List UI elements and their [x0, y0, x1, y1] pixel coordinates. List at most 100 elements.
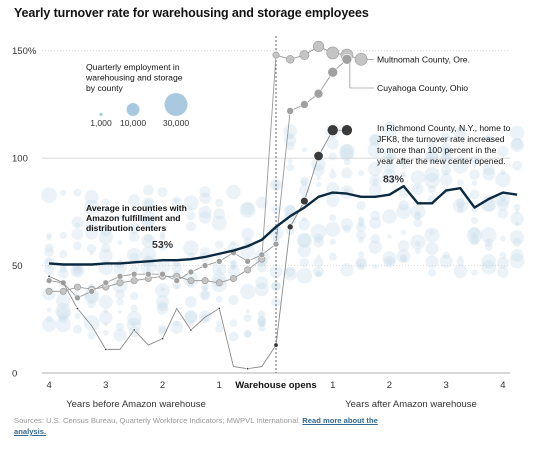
- county-dot: [471, 206, 478, 213]
- county-dot: [387, 127, 392, 132]
- county-dot: [410, 170, 426, 185]
- legend-circle: [164, 93, 188, 116]
- county-dot: [497, 208, 509, 219]
- county-dot: [102, 198, 110, 206]
- county-dot: [57, 268, 69, 279]
- county-dot: [44, 264, 55, 275]
- county-dot: [339, 143, 355, 160]
- county-dot: [73, 241, 82, 251]
- county-dot: [271, 281, 281, 292]
- county-dot: [187, 320, 195, 327]
- county-dot: [98, 294, 113, 309]
- legend-size-label: 10,000: [120, 118, 147, 128]
- county-dot: [159, 231, 166, 238]
- county-dot: [326, 137, 339, 150]
- county-dot: [87, 299, 96, 309]
- read-more-link[interactable]: Read more about the analysis.: [14, 416, 378, 436]
- series-point: [145, 270, 152, 278]
- county-dot: [386, 153, 393, 159]
- county-dot: [368, 183, 382, 197]
- county-dot: [126, 247, 142, 263]
- county-dot: [117, 309, 123, 314]
- county-dot: [58, 313, 68, 323]
- county-dot: [316, 272, 321, 277]
- county-dot: [128, 222, 141, 235]
- county-dot: [413, 218, 423, 228]
- source-note: Sources: U.S. Census Bureau, Quarterly W…: [14, 415, 394, 437]
- county-dot: [130, 292, 139, 301]
- series-point: [161, 337, 165, 341]
- county-dot: [456, 258, 465, 266]
- series-point: [59, 287, 67, 295]
- county-dot: [128, 194, 141, 207]
- county-dot: [358, 262, 365, 269]
- county-dot: [497, 266, 509, 278]
- county-dot: [157, 301, 168, 312]
- county-dot: [458, 255, 463, 260]
- county-dot: [410, 204, 426, 220]
- county-dot: [369, 174, 382, 187]
- x-tick-label: 3: [444, 380, 449, 391]
- county-dot: [512, 160, 523, 171]
- county-dot: [313, 233, 324, 244]
- county-dot: [356, 221, 367, 233]
- county-dot: [296, 232, 313, 248]
- county-dot: [158, 241, 167, 251]
- county-dot: [103, 322, 108, 327]
- county-dot: [316, 254, 321, 259]
- county-dot: [126, 317, 142, 333]
- county-dot: [130, 304, 139, 313]
- county-dot: [469, 189, 480, 200]
- richmond-label-line: JFK8, the turnover rate increased: [377, 134, 505, 144]
- county-dot: [256, 262, 267, 273]
- county-dot: [453, 264, 468, 279]
- county-dot: [372, 178, 379, 185]
- county-dot: [301, 147, 307, 153]
- county-dot: [441, 142, 452, 153]
- county-dot: [424, 227, 440, 243]
- county-dot: [71, 216, 84, 229]
- cuyahoga-leader: [349, 63, 374, 89]
- richmond-label-line: to more than 100 percent in the: [377, 145, 497, 155]
- county-dot: [482, 163, 495, 176]
- county-dot: [129, 231, 140, 242]
- county-dot: [59, 231, 67, 240]
- county-dot: [174, 198, 180, 204]
- county-dot: [171, 196, 183, 208]
- county-dot: [84, 189, 99, 205]
- series-point: [313, 151, 324, 161]
- county-dot: [426, 141, 438, 153]
- county-dot: [400, 255, 407, 262]
- county-dot: [214, 240, 224, 250]
- county-dot: [340, 144, 354, 158]
- county-dot: [425, 255, 439, 268]
- county-dot: [188, 206, 194, 211]
- county-dot: [141, 233, 156, 248]
- legend-title-line: Quarterly employment in: [86, 62, 180, 72]
- county-dot: [510, 212, 524, 226]
- county-dot: [414, 240, 421, 247]
- county-dot: [200, 290, 210, 300]
- county-dot: [89, 250, 94, 256]
- county-dot: [239, 283, 256, 300]
- county-dot: [257, 310, 266, 319]
- county-dot: [202, 285, 209, 292]
- county-dot: [283, 267, 297, 281]
- county-dot: [255, 276, 269, 290]
- county-dot: [401, 171, 407, 178]
- county-dot: [328, 152, 337, 161]
- county-dot: [243, 237, 252, 246]
- county-dot: [216, 320, 223, 327]
- county-dot: [310, 224, 327, 241]
- county-dot: [484, 134, 493, 143]
- chart-title: Yearly turnover rate for warehousing and…: [14, 6, 369, 20]
- county-dot: [271, 297, 281, 307]
- county-dot: [442, 251, 450, 260]
- county-dot: [425, 149, 439, 163]
- series-point: [273, 342, 279, 348]
- county-dot: [126, 310, 142, 326]
- county-dot: [285, 141, 295, 151]
- county-dot: [481, 253, 496, 269]
- county-dot: [70, 263, 85, 278]
